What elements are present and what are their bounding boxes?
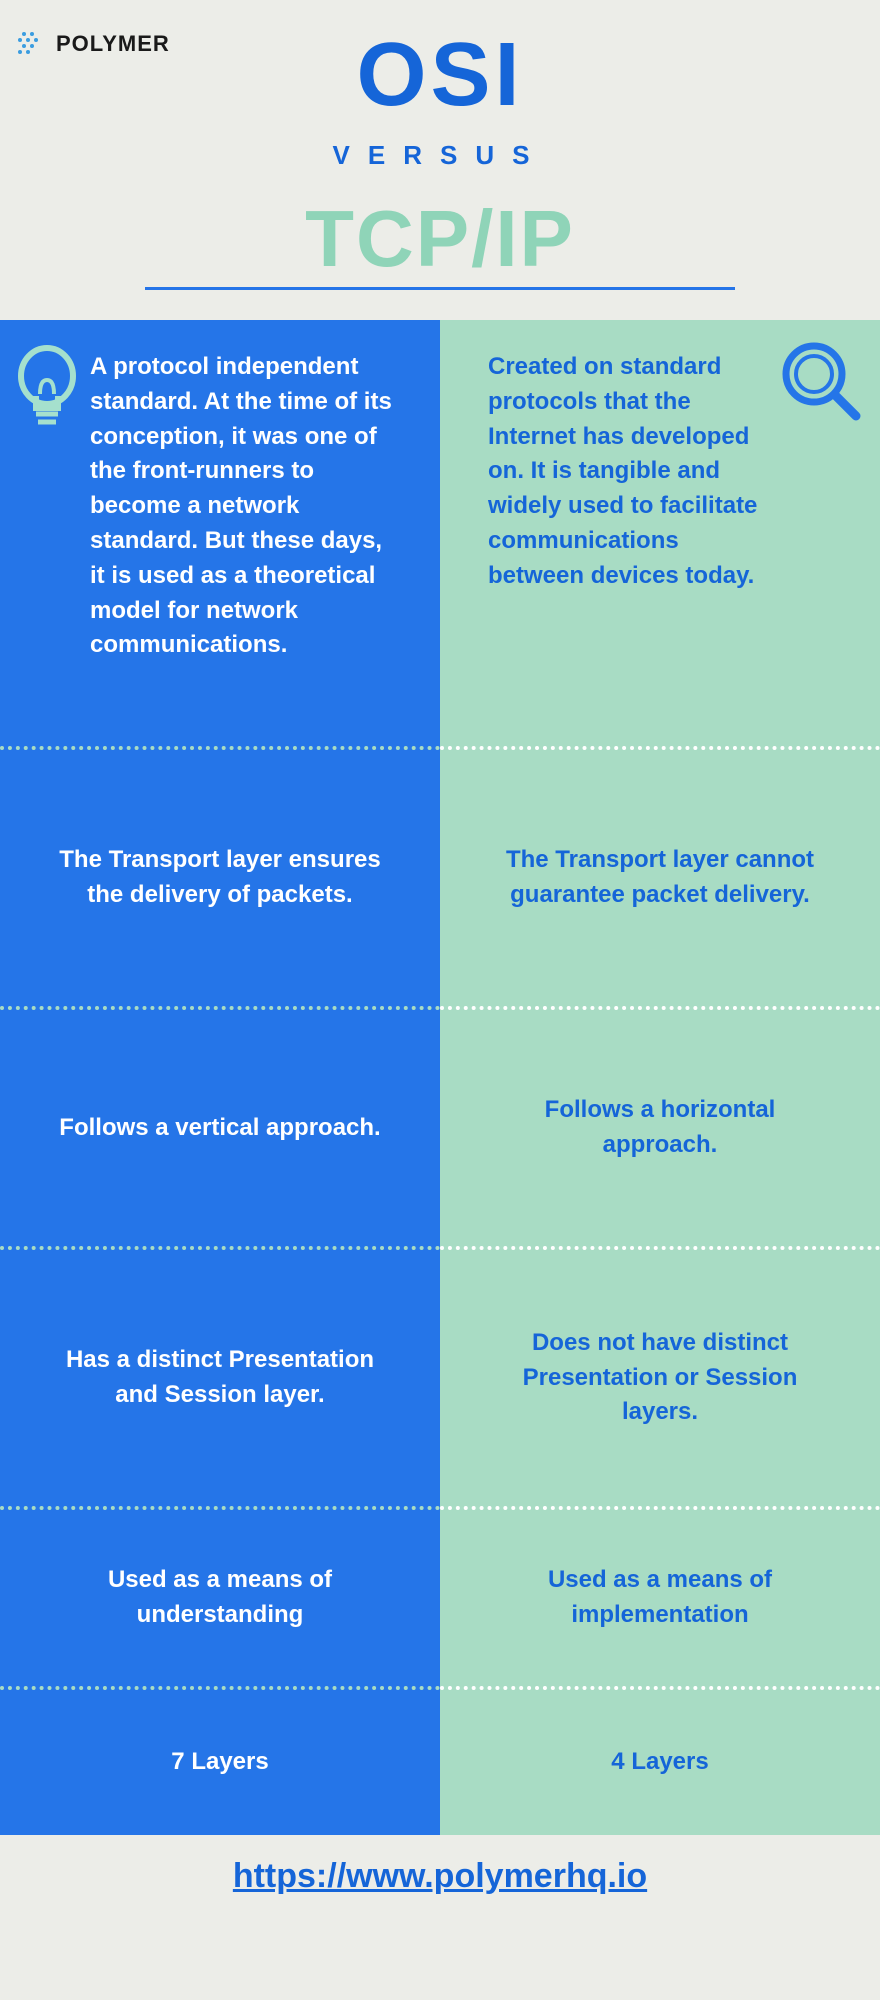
comparison-table: A protocol independent standard. At the … [0,320,880,1835]
logo-dots-icon [18,30,46,58]
lightbulb-icon [12,344,82,434]
tcpip-text-4: Used as a means of implementation [488,1563,832,1633]
title-underline [145,287,735,290]
osi-text-4: Used as a means of understanding [48,1563,392,1633]
tcpip-text-2: Follows a horizontal approach. [488,1093,832,1163]
osi-cell-1: The Transport layer ensures the delivery… [0,750,440,1010]
title-tcpip: TCP/IP [0,199,880,279]
osi-cell-0: A protocol independent standard. At the … [0,320,440,750]
tcpip-text-5: 4 Layers [488,1745,832,1780]
osi-text-0: A protocol independent standard. At the … [90,350,392,663]
tcpip-text-1: The Transport layer cannot guarantee pac… [488,843,832,913]
osi-text-3: Has a distinct Presentation and Session … [48,1343,392,1413]
tcpip-text-3: Does not have distinct Presentation or S… [488,1326,832,1430]
osi-cell-2: Follows a vertical approach. [0,1010,440,1250]
tcpip-cell-2: Follows a horizontal approach. [440,1010,880,1250]
magnifier-icon [776,338,866,428]
tcpip-cell-4: Used as a means of implementation [440,1510,880,1690]
osi-cell-4: Used as a means of understanding [0,1510,440,1690]
logo-text: POLYMER [56,31,170,57]
tcpip-cell-3: Does not have distinct Presentation or S… [440,1250,880,1510]
tcpip-cell-0: Created on standard protocols that the I… [440,320,880,750]
osi-cell-3: Has a distinct Presentation and Session … [0,1250,440,1510]
brand-logo: POLYMER [18,30,170,58]
column-tcpip: Created on standard protocols that the I… [440,320,880,1835]
osi-text-2: Follows a vertical approach. [48,1111,392,1146]
osi-cell-5: 7 Layers [0,1690,440,1835]
tcpip-cell-5: 4 Layers [440,1690,880,1835]
title-versus: VERSUS [0,140,880,171]
osi-text-5: 7 Layers [48,1745,392,1780]
tcpip-text-0: Created on standard protocols that the I… [488,350,780,594]
column-osi: A protocol independent standard. At the … [0,320,440,1835]
osi-text-1: The Transport layer ensures the delivery… [48,843,392,913]
footer-url[interactable]: https://www.polymerhq.io [0,1857,880,1896]
tcpip-cell-1: The Transport layer cannot guarantee pac… [440,750,880,1010]
